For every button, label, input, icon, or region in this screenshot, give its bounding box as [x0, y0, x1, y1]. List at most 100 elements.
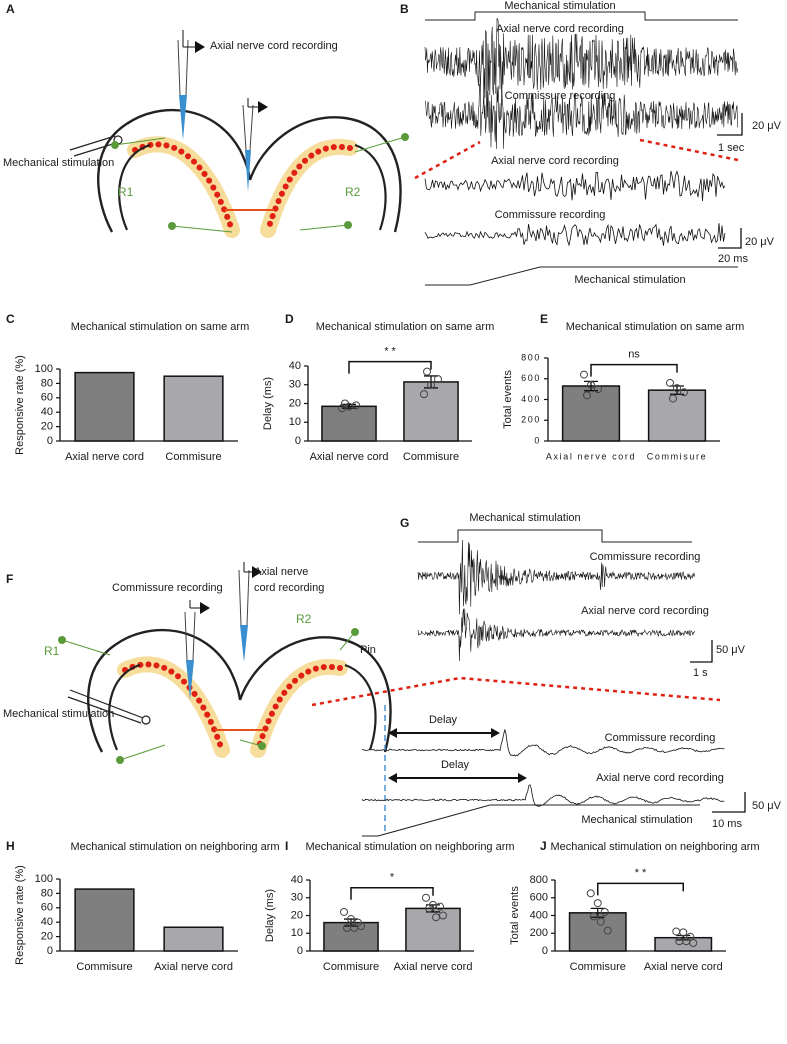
chart-title: Mechanical stimulation on neighboring ar…: [550, 841, 759, 853]
pins: [58, 628, 359, 764]
data-point: [434, 375, 442, 384]
data-point: [680, 388, 688, 397]
panel-letter: D: [285, 312, 294, 326]
chart-title: Mechanical stimulation on same arm: [316, 321, 495, 333]
stim-trace: [418, 529, 692, 543]
y-tick-label: 0: [534, 435, 541, 445]
pins: [111, 133, 409, 233]
trace: [424, 223, 726, 247]
panel-letter: H: [6, 839, 15, 853]
scale-label: 50 μV: [752, 800, 782, 812]
scale-label: 20 μV: [745, 236, 775, 248]
y-tick-label: 100: [35, 873, 53, 885]
data-point: [594, 385, 602, 394]
data-point: [669, 394, 677, 403]
y-tick-label: 0: [295, 435, 301, 447]
y-tick-label: 20: [289, 397, 301, 409]
data-point: [340, 907, 348, 916]
scale-bar: [690, 640, 713, 663]
y-axis-label: Delay (ms): [264, 889, 276, 942]
label: cord recording: [254, 582, 324, 594]
label: Commissure recording: [590, 551, 701, 563]
panel-letter: A: [6, 2, 15, 16]
arm-label: R2: [345, 185, 361, 199]
panel-letter: C: [6, 312, 15, 326]
data-point: [666, 378, 674, 387]
bar: [403, 381, 459, 442]
data-point: [596, 917, 605, 926]
significance-bracket: [597, 882, 684, 896]
label: Axial nerve cord recording: [491, 155, 619, 167]
x-tick-label: Axial nerve cord: [394, 961, 473, 973]
y-axis-label: Total events: [502, 370, 514, 429]
y-tick-label: 60: [41, 902, 53, 914]
trace: [417, 608, 695, 662]
data-point: [427, 380, 435, 389]
data-point: [580, 370, 588, 379]
x-tick-label: Axial nerve cord: [154, 961, 233, 973]
y-tick-label: 200: [530, 927, 548, 939]
y-tick-label: 40: [289, 360, 301, 372]
label: Axial nerve: [254, 566, 308, 578]
bar: [561, 385, 621, 442]
significance-label: * *: [635, 867, 647, 879]
y-tick-label: 30: [291, 892, 303, 904]
trace: [424, 84, 738, 150]
data-point: [672, 927, 681, 936]
data-point: [586, 889, 595, 898]
x-tick-label: Commisure: [647, 451, 707, 461]
label: Delay: [441, 759, 470, 771]
data-point: [689, 939, 698, 948]
y-tick-label: 20: [41, 421, 53, 433]
label: Axial nerve cord recording: [210, 40, 338, 52]
bar: [163, 926, 224, 952]
trace: [424, 170, 726, 202]
arm-label: R1: [44, 644, 60, 658]
y-tick-label: 20: [41, 931, 53, 943]
label: Axial nerve cord recording: [596, 772, 724, 784]
y-tick-label: 10: [291, 927, 303, 939]
data-point: [341, 399, 349, 408]
probe: [69, 135, 123, 157]
y-tick-label: 100: [35, 363, 53, 375]
y-tick-label: 80: [41, 887, 53, 899]
chart-title: Mechanical stimulation on neighboring ar…: [70, 841, 279, 853]
label: Commissure recording: [112, 582, 223, 594]
chart-title: Mechanical stimulation on neighboring ar…: [305, 841, 514, 853]
x-tick-label: Commisure: [76, 961, 132, 973]
delay-arrow: [388, 728, 527, 783]
label: Commissure recording: [605, 732, 716, 744]
label: Commissure recording: [505, 90, 616, 102]
data-point: [673, 384, 681, 393]
pipette: [184, 562, 262, 700]
data-point: [686, 932, 695, 941]
panel-letter: B: [400, 2, 409, 16]
y-tick-label: 0: [542, 945, 548, 957]
significance-bracket: [350, 887, 434, 900]
scale-label: 20 ms: [718, 253, 748, 265]
x-tick-label: Axial nerve cord: [65, 451, 144, 463]
scale-bar: [712, 792, 746, 813]
bar: [568, 912, 627, 952]
data-point: [600, 907, 609, 916]
y-tick-label: 10: [289, 416, 301, 428]
x-tick-label: Axial nerve cord: [310, 451, 389, 463]
data-point: [589, 912, 598, 921]
y-tick-label: 400: [530, 909, 548, 921]
arm-label: R1: [118, 185, 134, 199]
significance-label: ns: [628, 349, 640, 361]
significance-bracket: [590, 363, 678, 377]
bar: [647, 389, 707, 442]
y-tick-label: 600: [530, 892, 548, 904]
y-tick-label: 20: [291, 909, 303, 921]
label: Commissure recording: [495, 209, 606, 221]
data-point: [357, 922, 365, 931]
scale-label: 50 μV: [716, 644, 746, 656]
data-point: [587, 380, 595, 389]
x-tick-label: Commisure: [570, 961, 626, 973]
x-tick-label: Commisure: [323, 961, 379, 973]
y-tick-label: 0: [47, 435, 53, 447]
y-tick-label: 800: [530, 874, 548, 886]
scale-label: 1 s: [693, 667, 708, 679]
